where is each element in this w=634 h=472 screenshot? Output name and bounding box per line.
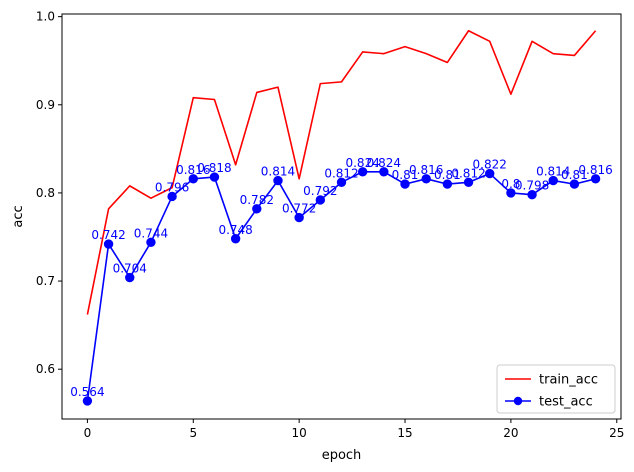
data-label-test_acc: 0.816 (409, 163, 443, 177)
y-tick-label: 0.6 (36, 362, 55, 376)
x-axis-label: epoch (322, 448, 362, 463)
data-point-test_acc (506, 188, 516, 198)
data-label-test_acc: 0.798 (515, 179, 549, 193)
data-label-test_acc: 0.8 (501, 177, 520, 191)
data-point-test_acc (103, 239, 114, 249)
plot-frame (61, 13, 622, 420)
data-point-test_acc (336, 177, 347, 188)
data-label-test_acc: 0.796 (155, 180, 189, 194)
data-point-test_acc (146, 237, 156, 247)
data-point-test_acc (485, 168, 495, 179)
data-point-test_acc (315, 195, 326, 205)
data-label-test_acc: 0.816 (578, 163, 612, 177)
x-tick-label: 20 (503, 426, 518, 440)
data-point-test_acc (357, 167, 368, 177)
data-point-test_acc (569, 179, 580, 189)
data-point-test_acc (273, 175, 283, 186)
legend-label-test_acc: test_acc (539, 395, 593, 410)
data-label-test_acc: 0.812 (451, 166, 485, 180)
data-label-test_acc: 0.81 (434, 168, 461, 182)
data-label-test_acc: 0.742 (91, 228, 125, 242)
data-label-test_acc: 0.81 (392, 168, 419, 182)
data-label-test_acc: 0.81 (561, 168, 588, 182)
data-point-test_acc (442, 179, 453, 189)
data-label-test_acc: 0.812 (324, 166, 358, 180)
data-label-test_acc: 0.744 (134, 226, 168, 240)
data-label-test_acc: 0.824 (345, 156, 379, 170)
data-point-test_acc (294, 212, 304, 223)
x-tick-label: 5 (189, 426, 197, 440)
plot-area (62, 14, 621, 419)
data-point-test_acc (527, 189, 537, 200)
x-tick-label: 25 (609, 426, 624, 440)
data-label-test_acc: 0.818 (197, 161, 231, 175)
data-label-test_acc: 0.816 (176, 163, 210, 177)
x-tick-label: 0 (84, 426, 92, 440)
data-point-test_acc (230, 234, 241, 244)
data-label-test_acc: 0.814 (261, 165, 295, 179)
data-point-test_acc (379, 167, 389, 177)
data-point-test_acc (167, 191, 177, 202)
x-tick-label: 15 (397, 426, 412, 440)
data-label-test_acc: 0.814 (536, 165, 570, 179)
data-label-test_acc: 0.822 (473, 158, 507, 172)
data-point-test_acc (252, 204, 262, 214)
legend-label-train_acc: train_acc (539, 373, 598, 388)
data-point-test_acc (209, 172, 220, 182)
data-label-test_acc: 0.564 (70, 385, 104, 399)
data-label-test_acc: 0.704 (113, 262, 147, 276)
data-point-test_acc (548, 175, 558, 186)
x-tick-label: 10 (292, 426, 307, 440)
y-tick-label: 1.0 (36, 10, 55, 24)
data-label-test_acc: 0.748 (218, 223, 252, 237)
data-label-test_acc: 0.824 (367, 156, 401, 170)
data-point-test_acc (590, 174, 601, 184)
data-point-test_acc (421, 174, 431, 184)
data-point-test_acc (188, 174, 198, 184)
legend-marker-test_acc (513, 396, 523, 406)
series-line-train_acc (86, 29, 597, 315)
data-point-test_acc (125, 272, 135, 283)
y-tick-label: 0.7 (36, 274, 55, 288)
legend: train_acc test_acc (496, 364, 616, 414)
data-point-test_acc (463, 177, 474, 188)
data-point-test_acc (82, 396, 93, 406)
data-label-test_acc: 0.792 (303, 184, 337, 198)
data-label-test_acc: 0.782 (240, 193, 274, 207)
y-axis-label: acc (11, 205, 26, 227)
y-tick-label: 0.9 (36, 98, 55, 112)
data-point-test_acc (400, 179, 410, 189)
y-tick-label: 0.8 (36, 186, 55, 200)
data-label-test_acc: 0.772 (282, 202, 316, 216)
